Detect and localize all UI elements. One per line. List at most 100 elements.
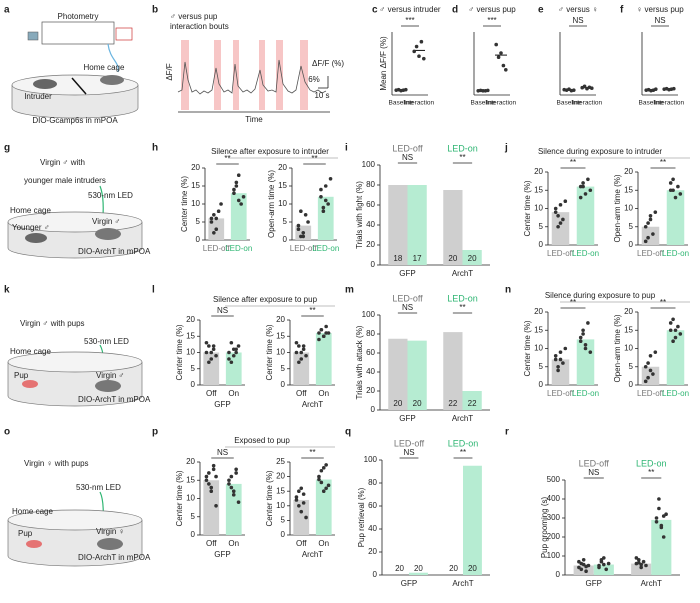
data-point (419, 39, 424, 44)
panel-letter: b (152, 5, 158, 16)
data-point (578, 335, 583, 340)
data-point (590, 86, 594, 91)
data-point (404, 87, 408, 92)
data-point (317, 474, 321, 479)
significance-label: NS (588, 468, 599, 477)
data-point (422, 56, 426, 61)
y-axis-label: Trials with fight (%) (355, 181, 364, 249)
y-tick-label: 80 (366, 180, 375, 189)
bar (225, 483, 242, 535)
data-point (678, 192, 683, 196)
data-point (578, 195, 583, 200)
data-point (234, 471, 238, 475)
data-point (207, 360, 211, 365)
y-tick-label: 20 (368, 547, 377, 556)
y-tick-label: 25 (276, 457, 285, 466)
data-point (671, 188, 675, 193)
bar (551, 359, 570, 385)
bar (462, 250, 482, 265)
bar (576, 186, 595, 245)
y-tick-label: 10 (276, 501, 285, 510)
significance-label: NS (402, 303, 413, 312)
label: Virgin ♂ (96, 371, 125, 380)
label: Home cage (10, 347, 51, 356)
y-tick-label: 60 (368, 501, 377, 510)
data-point (494, 42, 499, 47)
y-tick-label: 80 (368, 478, 377, 487)
y-tick-label: 20 (186, 457, 195, 466)
data-point (657, 497, 661, 501)
y-tick-label: 0 (191, 530, 196, 539)
y-tick-label: 0 (371, 260, 376, 269)
data-point (319, 327, 324, 332)
data-point (219, 202, 223, 206)
bar (317, 196, 334, 240)
schematic-g: Virgin ♂ with younger male intruders 530… (7, 158, 151, 259)
y-axis-label: Center time (%) (265, 324, 274, 380)
legend-label: LED-on (447, 143, 478, 153)
panel-letter: l (152, 285, 155, 296)
data-point (232, 187, 236, 192)
bar (666, 330, 685, 385)
y-tick-label: 15 (276, 486, 285, 495)
data-point (504, 68, 508, 72)
data-point (414, 44, 419, 49)
x-tick-label: Off (206, 539, 217, 548)
significance-label: ** (459, 153, 465, 162)
data-point (673, 195, 678, 200)
y-axis-label: Open-arm time (%) (613, 314, 622, 382)
label: younger male intruders (24, 176, 106, 185)
y-tick-label: 20 (624, 167, 633, 176)
data-point (643, 364, 648, 369)
data-point (209, 216, 214, 221)
bar (388, 185, 408, 265)
y-tick-label: 20 (278, 163, 287, 172)
significance-label: ** (570, 158, 576, 167)
data-point (241, 195, 246, 199)
label: Home cage (10, 206, 51, 215)
data-point (227, 350, 231, 355)
y-tick-label: 20 (276, 315, 285, 324)
bar (631, 563, 652, 575)
y-tick-label: 400 (547, 494, 561, 503)
scale-label: 6% (308, 75, 320, 84)
data-point (654, 520, 659, 524)
bar (315, 479, 332, 535)
y-axis-label: Pup retrieval (%) (357, 487, 366, 547)
x-tick-label: ArchT (452, 269, 473, 278)
data-point (604, 567, 609, 572)
y-tick-label: 100 (547, 551, 561, 560)
label: Home cage (12, 507, 53, 516)
data-point (581, 184, 585, 189)
data-point (578, 339, 583, 344)
data-point (553, 354, 558, 358)
data-point (558, 357, 563, 362)
x-tick-label: GFP (586, 579, 602, 588)
data-point (672, 86, 676, 91)
data-point (234, 184, 239, 188)
data-point (602, 556, 606, 560)
y-tick-label: 10 (624, 344, 633, 353)
y-tick-label: 10 (534, 204, 543, 213)
data-point (606, 561, 611, 566)
bar (409, 572, 428, 575)
y-axis-label: Open-arm time (%) (613, 174, 622, 242)
x-tick-label: Off (206, 389, 217, 398)
group-label: ArchT (302, 400, 323, 409)
bar (225, 352, 242, 385)
data-point (561, 217, 565, 222)
x-tick-label: On (228, 539, 239, 548)
data-point (207, 482, 211, 486)
bar (551, 212, 570, 245)
data-point (209, 350, 214, 355)
data-point (563, 199, 568, 203)
data-point (651, 232, 655, 236)
label: Virgin ♀ with pups (24, 459, 89, 468)
data-point (671, 177, 675, 182)
data-point (304, 353, 308, 358)
data-point (657, 506, 661, 511)
y-tick-label: 10 (276, 348, 285, 357)
chart-title: ♂ versus pup (468, 5, 516, 14)
x-tick-label: LED-off (637, 249, 665, 258)
y-tick-label: 5 (539, 222, 544, 231)
